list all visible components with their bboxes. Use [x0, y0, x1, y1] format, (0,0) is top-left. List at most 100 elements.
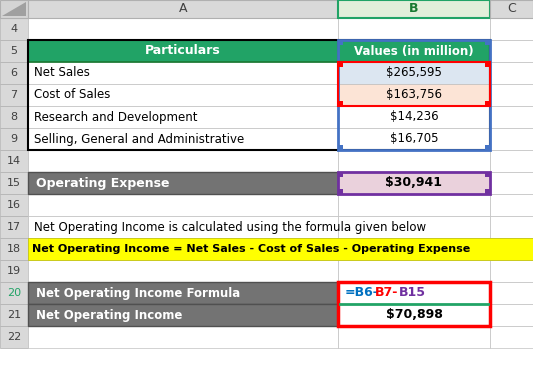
Bar	[338, 326, 490, 348]
Text: B: B	[409, 3, 419, 15]
Bar	[485, 145, 490, 150]
Bar	[28, 106, 338, 128]
Text: Net Operating Income is calculated using the formula given below: Net Operating Income is calculated using…	[34, 220, 426, 234]
Bar	[338, 40, 490, 150]
Bar	[490, 282, 533, 304]
Text: Net Operating Income Formula: Net Operating Income Formula	[36, 287, 240, 300]
Text: 8: 8	[11, 112, 18, 122]
Bar	[490, 172, 533, 194]
Bar	[28, 40, 338, 62]
Bar	[0, 18, 28, 40]
Bar	[338, 145, 343, 150]
Text: $70,898: $70,898	[385, 308, 442, 322]
Bar	[338, 62, 490, 84]
Bar	[490, 326, 533, 348]
Text: Net Sales: Net Sales	[34, 67, 90, 79]
Bar	[490, 150, 533, 172]
Bar	[0, 194, 28, 216]
Text: 15: 15	[7, 178, 21, 188]
Text: Net Operating Income = Net Sales - Cost of Sales - Operating Expense: Net Operating Income = Net Sales - Cost …	[32, 244, 470, 254]
Bar	[338, 101, 343, 106]
Bar	[490, 84, 533, 106]
Polygon shape	[2, 2, 26, 16]
Bar	[338, 62, 343, 67]
Text: $163,756: $163,756	[386, 88, 442, 102]
Text: 6: 6	[11, 68, 18, 78]
Bar	[485, 172, 490, 177]
Bar	[338, 40, 490, 62]
Bar	[28, 194, 338, 216]
Text: 18: 18	[7, 244, 21, 254]
Text: Cost of Sales: Cost of Sales	[34, 88, 110, 102]
Bar	[338, 304, 490, 326]
Bar	[338, 62, 490, 106]
Bar	[338, 260, 490, 282]
Bar	[338, 189, 343, 194]
Text: 9: 9	[11, 134, 18, 144]
Bar	[490, 304, 533, 326]
Bar	[0, 172, 28, 194]
Text: Net Operating Income: Net Operating Income	[36, 308, 182, 322]
Bar	[28, 326, 338, 348]
Bar	[485, 40, 490, 45]
Bar	[338, 84, 490, 106]
Bar	[28, 238, 533, 260]
Bar	[0, 84, 28, 106]
Bar	[28, 84, 338, 106]
Text: Particulars: Particulars	[145, 45, 221, 57]
Bar	[338, 40, 343, 45]
Bar	[338, 282, 490, 304]
Bar	[0, 238, 28, 260]
Text: 14: 14	[7, 156, 21, 166]
Text: 17: 17	[7, 222, 21, 232]
Bar	[338, 282, 490, 304]
Bar	[0, 216, 28, 238]
Bar	[485, 62, 490, 67]
Bar	[28, 216, 338, 238]
Bar	[28, 0, 338, 18]
Text: Values (in million): Values (in million)	[354, 45, 474, 57]
Bar	[28, 304, 338, 326]
Text: $265,595: $265,595	[386, 67, 442, 79]
Text: $14,236: $14,236	[390, 110, 438, 124]
Text: 20: 20	[7, 288, 21, 298]
Bar	[485, 189, 490, 194]
Bar	[0, 106, 28, 128]
Text: 22: 22	[7, 332, 21, 342]
Bar	[0, 40, 28, 62]
Bar	[338, 150, 490, 172]
Bar	[490, 216, 533, 238]
Bar	[338, 40, 490, 62]
Bar	[0, 282, 28, 304]
Bar	[490, 106, 533, 128]
Bar	[338, 238, 490, 260]
Text: A: A	[179, 3, 187, 15]
Text: 21: 21	[7, 310, 21, 320]
Text: B7-: B7-	[375, 287, 398, 300]
Bar	[338, 216, 490, 238]
Bar	[338, 172, 343, 177]
Bar	[490, 238, 533, 260]
Bar	[28, 282, 338, 304]
Bar	[28, 172, 338, 194]
Text: 19: 19	[7, 266, 21, 276]
Bar	[28, 282, 338, 304]
Bar	[0, 304, 28, 326]
Bar	[28, 18, 338, 40]
Bar	[338, 106, 490, 128]
Bar	[0, 62, 28, 84]
Bar	[28, 260, 338, 282]
Bar	[490, 40, 533, 62]
Bar	[490, 128, 533, 150]
Text: B15: B15	[399, 287, 426, 300]
Bar	[490, 18, 533, 40]
Bar	[338, 172, 490, 194]
Text: Research and Development: Research and Development	[34, 110, 198, 124]
Bar	[338, 194, 490, 216]
Bar	[338, 304, 490, 326]
Text: 16: 16	[7, 200, 21, 210]
Bar	[28, 40, 338, 62]
Bar	[28, 238, 338, 260]
Bar	[490, 62, 533, 84]
Bar	[490, 194, 533, 216]
